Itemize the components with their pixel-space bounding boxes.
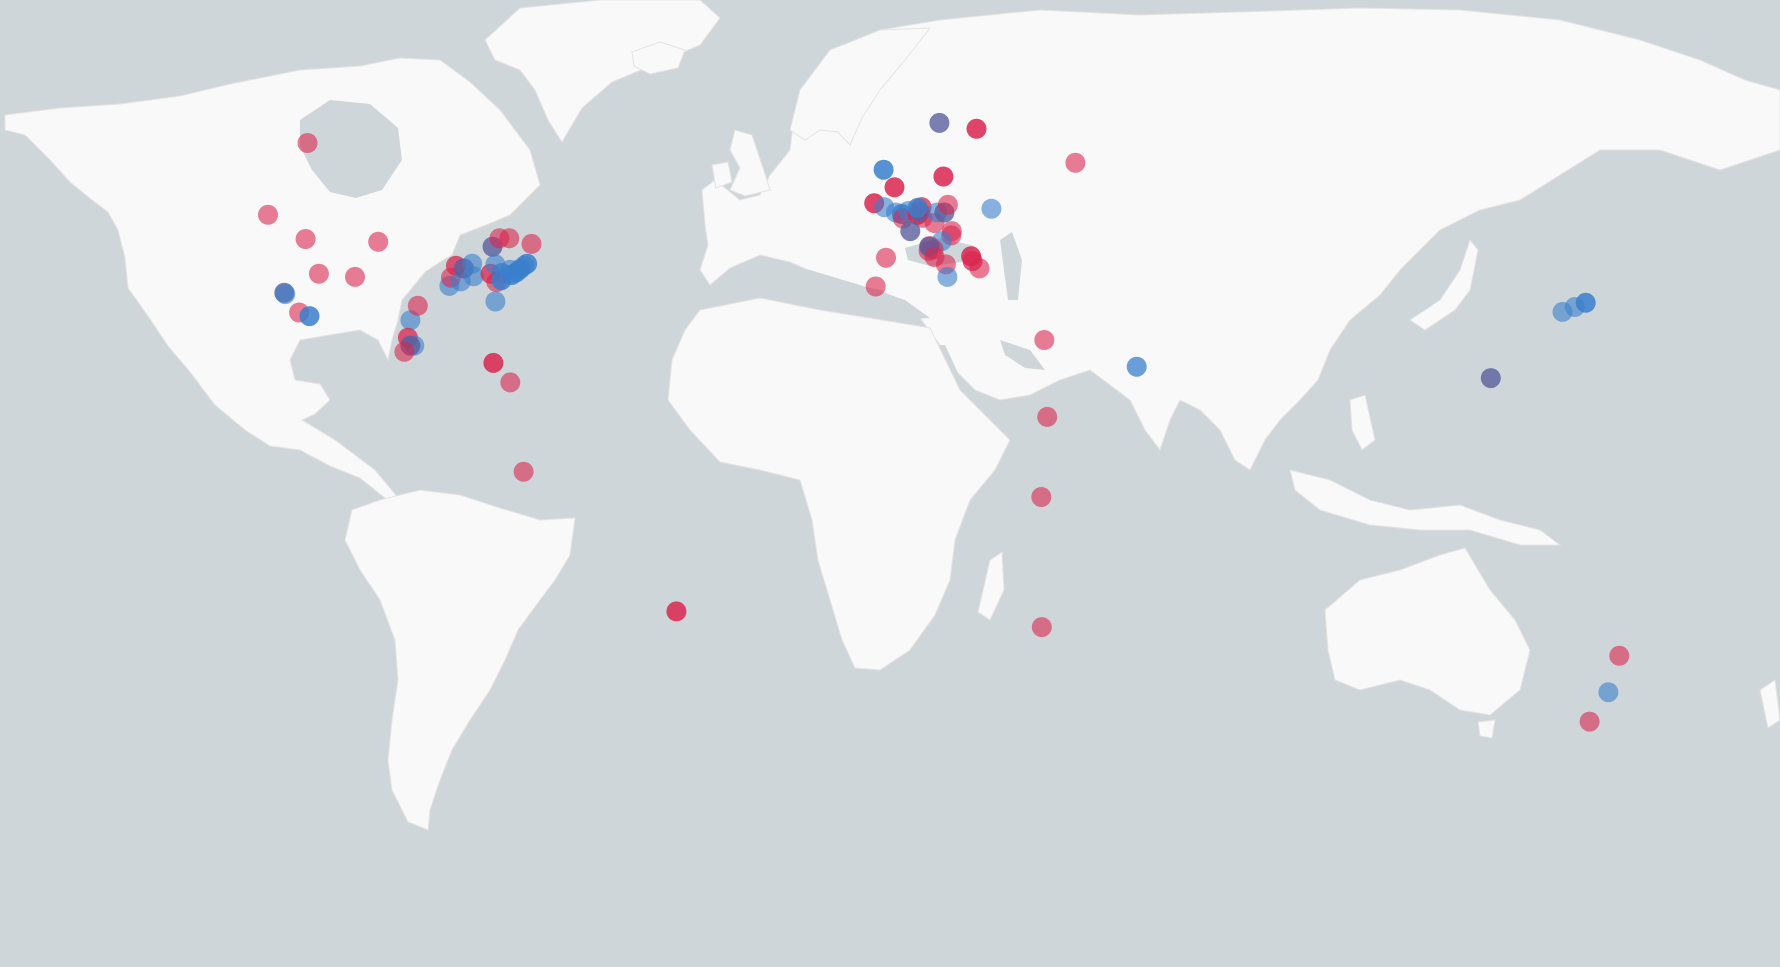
map-marker-blue-22[interactable] [463,266,484,287]
map-marker-blue-35[interactable] [514,255,535,276]
map-marker-blue-38[interactable] [485,291,506,312]
map-marker-red-78[interactable] [969,258,990,279]
great-britain-landmass [729,129,771,197]
map-marker-blue-91[interactable] [1598,682,1619,703]
map-marker-red-61[interactable] [933,166,954,187]
greenland-landmass [484,0,721,143]
map-marker-red-41[interactable] [513,461,534,482]
new-zealand-landmass [1759,679,1780,729]
caspian-sea [1000,232,1022,300]
map-marker-red-82[interactable] [1037,406,1058,427]
map-marker-red-81[interactable] [1034,330,1055,350]
map-marker-red-80[interactable] [865,276,886,297]
map-marker-blue-65[interactable] [981,198,1002,219]
australia-landmass [1324,547,1531,716]
map-marker-blue-43[interactable] [873,159,894,180]
map-marker-red-40[interactable] [500,372,521,393]
map-marker-red-79[interactable] [876,247,896,268]
map-marker-red-63[interactable] [966,118,987,139]
map-marker-blue-75[interactable] [937,266,958,287]
madagascar-landmass [977,551,1005,621]
map-marker-red-60[interactable] [937,194,958,215]
map-marker-blue-85[interactable] [1126,356,1147,377]
map-marker-purple-86[interactable] [1480,368,1501,389]
map-marker-purple-62[interactable] [929,112,950,133]
map-marker-red-64[interactable] [1065,152,1086,173]
map-marker-blue-37[interactable] [491,270,512,291]
map-marker-red-42[interactable] [666,601,687,622]
north-america-landmass [4,57,541,501]
map-marker-red-83[interactable] [1031,487,1052,507]
map-marker-red-0[interactable] [297,133,318,153]
map-marker-red-90[interactable] [1609,645,1630,666]
location-markers [258,112,1630,732]
indonesia-landmass [1289,469,1562,546]
map-marker-blue-9[interactable] [299,306,320,327]
map-marker-red-26[interactable] [521,233,542,254]
map-marker-red-25[interactable] [499,228,520,249]
map-marker-red-1[interactable] [258,204,278,225]
map-marker-red-5[interactable] [345,266,365,287]
map-marker-purple-56[interactable] [900,221,921,242]
hudson-bay [300,100,402,198]
map-marker-red-39[interactable] [483,352,504,373]
map-marker-red-11[interactable] [407,295,428,316]
landmasses [4,0,1780,831]
map-marker-blue-7[interactable] [275,284,296,305]
africa-landmass [667,297,1011,671]
mediterranean-sea [712,268,930,320]
scandinavia-landmass [789,27,932,146]
map-marker-red-15[interactable] [394,341,415,362]
persian-gulf [1000,340,1045,370]
map-marker-red-2[interactable] [295,229,316,249]
japan-landmass [1409,238,1479,331]
map-marker-blue-55[interactable] [907,197,928,218]
ireland-landmass [711,161,733,189]
iceland-landmass [631,41,686,75]
map-marker-red-3[interactable] [368,231,389,252]
south-america-landmass [344,489,576,831]
map-marker-blue-89[interactable] [1575,292,1596,313]
philippines-landmass [1349,394,1376,451]
map-marker-red-4[interactable] [308,263,329,284]
tasmania-landmass [1477,719,1496,739]
map-marker-red-44[interactable] [884,177,905,198]
map-marker-red-84[interactable] [1031,617,1052,638]
map-marker-red-92[interactable] [1579,711,1600,732]
